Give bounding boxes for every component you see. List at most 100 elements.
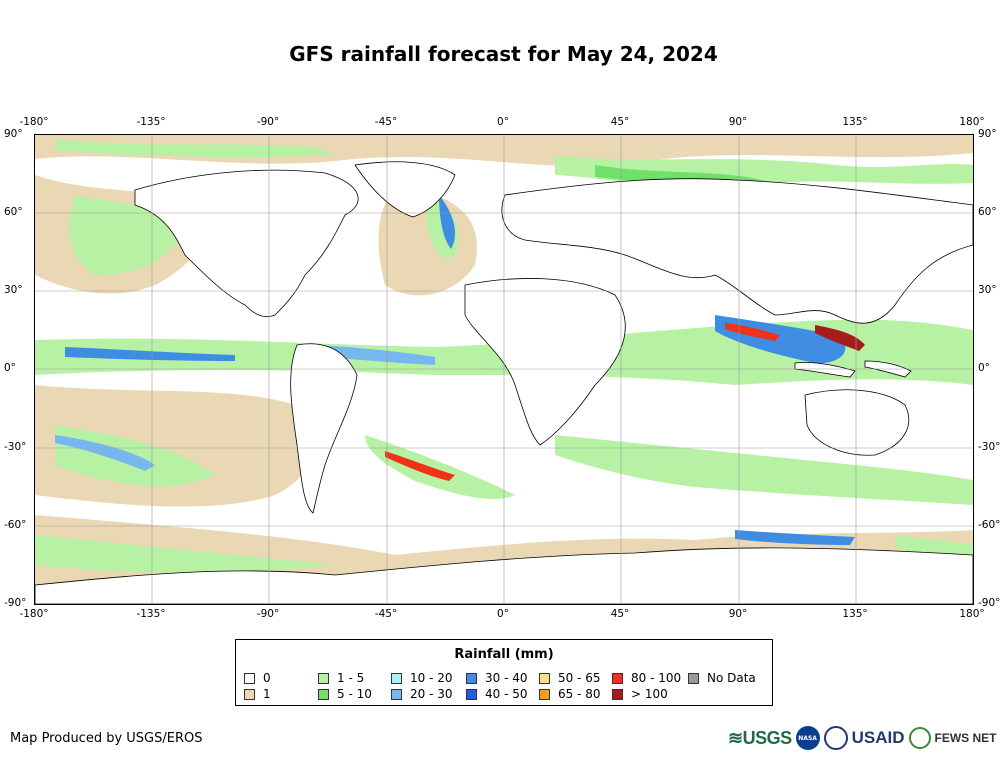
legend-swatch xyxy=(466,688,477,700)
legend-label: 80 - 100 xyxy=(631,671,682,685)
legend-label: 65 - 80 xyxy=(558,687,601,701)
legend-label: 30 - 40 xyxy=(485,671,528,685)
partner-logos: ≋USGS NASA USAID FEWS NET xyxy=(728,722,997,754)
legend-swatch xyxy=(539,688,550,700)
fews-globe-icon xyxy=(908,727,931,749)
rain-area xyxy=(365,435,515,500)
rainfall-map-svg xyxy=(35,135,973,604)
lat-label: -30° xyxy=(4,441,27,453)
legend-label: 40 - 50 xyxy=(485,687,528,701)
graticule xyxy=(35,135,973,604)
lon-label: 90° xyxy=(728,116,748,128)
lon-label: 135° xyxy=(842,608,868,620)
lat-label: 0° xyxy=(4,362,16,374)
greenland xyxy=(354,161,456,218)
lon-label: 0° xyxy=(497,608,509,620)
legend-label: > 100 xyxy=(631,687,668,701)
south-america xyxy=(290,343,358,514)
legend-item: 20 - 30 xyxy=(391,687,453,701)
rain-area xyxy=(385,451,455,481)
lon-label: -45° xyxy=(374,608,398,620)
legend-swatch xyxy=(244,672,255,684)
rain-area xyxy=(55,139,335,158)
lat-label: -60° xyxy=(4,519,27,531)
lon-label: 180° xyxy=(959,608,985,620)
legend-item: 0 xyxy=(244,671,271,685)
lat-label: 30° xyxy=(4,284,23,296)
legend-title: Rainfall (mm) xyxy=(454,647,554,662)
legend-swatch xyxy=(688,672,699,684)
rain-area xyxy=(55,435,155,471)
lon-label: -45° xyxy=(374,116,398,128)
legend-item: 5 - 10 xyxy=(318,687,372,701)
legend-swatch xyxy=(391,688,402,700)
lat-label: 60° xyxy=(4,206,23,218)
legend-swatch xyxy=(318,688,329,700)
rain-area xyxy=(35,535,335,573)
rain-area xyxy=(439,195,455,249)
legend-label: 10 - 20 xyxy=(410,671,453,685)
usaid-logo: USAID xyxy=(851,728,905,747)
lon-label: -90° xyxy=(256,116,280,128)
legend-label: No Data xyxy=(707,671,756,685)
legend-swatch xyxy=(318,672,329,684)
north-america xyxy=(134,169,359,318)
legend-label: 1 - 5 xyxy=(337,671,365,685)
legend-item: > 100 xyxy=(612,687,668,701)
rain-area xyxy=(65,347,235,361)
legend-swatch xyxy=(612,672,623,684)
legend-swatch xyxy=(391,672,402,684)
lat-label: -60° xyxy=(978,519,1001,531)
legend-item: 40 - 50 xyxy=(466,687,528,701)
legend-label: 1 xyxy=(263,687,271,701)
fews-net-logo: FEWS NET xyxy=(934,731,997,745)
legend-item: No Data xyxy=(688,671,756,685)
legend-swatch xyxy=(539,672,550,684)
legend-item: 50 - 65 xyxy=(539,671,601,685)
legend-item: 1 - 5 xyxy=(318,671,364,685)
lon-label: -180° xyxy=(19,608,49,620)
lon-label: -90° xyxy=(256,608,280,620)
map-title: GFS rainfall forecast for May 24, 2024 xyxy=(289,42,718,66)
legend-item: 30 - 40 xyxy=(466,671,528,685)
eurasia xyxy=(501,178,973,324)
lat-label: -30° xyxy=(978,441,1001,453)
lon-label: -135° xyxy=(136,608,166,620)
lon-label: 45° xyxy=(610,608,630,620)
legend-item: 65 - 80 xyxy=(539,687,601,701)
lon-label: 0° xyxy=(497,116,509,128)
legend-item: 80 - 100 xyxy=(612,671,681,685)
lon-label: 135° xyxy=(842,116,868,128)
lat-label: 0° xyxy=(978,362,990,374)
lon-label: -180° xyxy=(19,116,49,128)
legend-swatch xyxy=(244,688,255,700)
lat-label: 30° xyxy=(978,284,997,296)
credit-text: Map Produced by USGS/EROS xyxy=(10,731,203,746)
legend-item: 1 xyxy=(244,687,271,701)
rainfall-map xyxy=(34,134,974,605)
indonesia xyxy=(794,362,856,378)
legend-item: 10 - 20 xyxy=(391,671,453,685)
rain-area xyxy=(735,530,855,545)
legend-swatch xyxy=(612,688,623,700)
legend-swatch xyxy=(466,672,477,684)
legend-label: 20 - 30 xyxy=(410,687,453,701)
lat-label: -90° xyxy=(978,597,1001,609)
legend: Rainfall (mm) 0 1 1 - 5 5 - 10 10 - 20 2… xyxy=(235,639,773,706)
rain-area xyxy=(815,325,865,351)
lat-label: 90° xyxy=(4,128,23,140)
rain-area xyxy=(555,435,973,505)
legend-label: 5 - 10 xyxy=(337,687,372,701)
lon-label: 180° xyxy=(959,116,985,128)
usgs-logo: ≋USGS xyxy=(728,727,792,748)
africa xyxy=(464,278,626,446)
rain-area xyxy=(315,345,435,365)
legend-label: 0 xyxy=(263,671,271,685)
lon-label: 45° xyxy=(610,116,630,128)
legend-label: 50 - 65 xyxy=(558,671,601,685)
lat-label: -90° xyxy=(4,597,27,609)
lat-label: 90° xyxy=(978,128,997,140)
nasa-logo: NASA xyxy=(795,726,820,750)
lat-label: 60° xyxy=(978,206,997,218)
lon-label: 90° xyxy=(728,608,748,620)
